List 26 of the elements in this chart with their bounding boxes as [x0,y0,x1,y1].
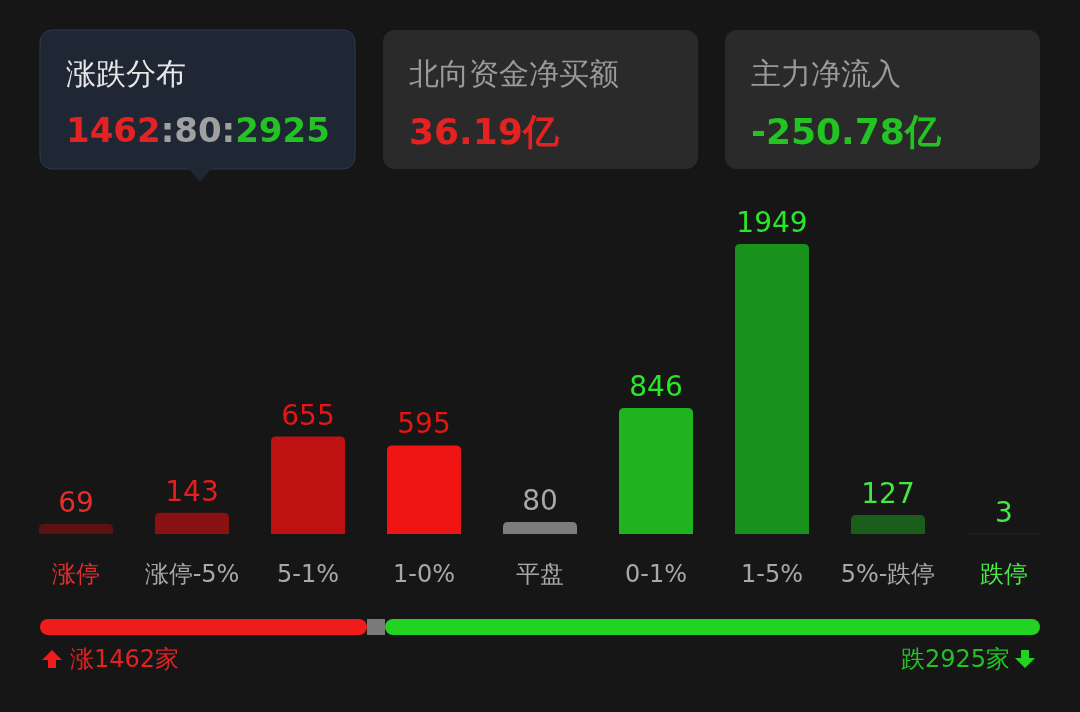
text: 1462:80:2925 [66,110,330,150]
x-tick-label: 0-1% [624,560,688,588]
data-label: 1949 [736,206,808,239]
x-tick-label: 跌停 [980,560,1028,588]
data-label: 80 [522,484,558,518]
text: 跌2925家 [900,645,1010,673]
x-tick-label: 平盘 [516,560,564,588]
text: 36.19亿 [409,111,560,152]
x-tick-label: 1-0% [392,560,456,588]
data-label: 127 [861,477,915,511]
x-tick-label: 1-5% [740,560,804,588]
text: 主力净流入 [751,56,901,91]
data-label: 3 [995,495,1013,529]
x-tick-label: 5%-跌停 [840,560,936,588]
x-tick-label: 涨停-5% [144,560,240,588]
text: 涨跌分布 [66,56,186,91]
x-tick-label: 涨停 [52,560,100,588]
text: 涨1462家 [70,645,180,673]
data-label: 595 [397,407,451,441]
data-label: 69 [58,485,94,519]
data-label: 143 [165,474,219,508]
data-label: 655 [281,398,335,432]
x-tick-label: 5-1% [276,560,340,588]
text: 北向资金净买额 [409,56,619,91]
data-label: 846 [629,370,683,404]
text: -250.78亿 [751,111,942,152]
